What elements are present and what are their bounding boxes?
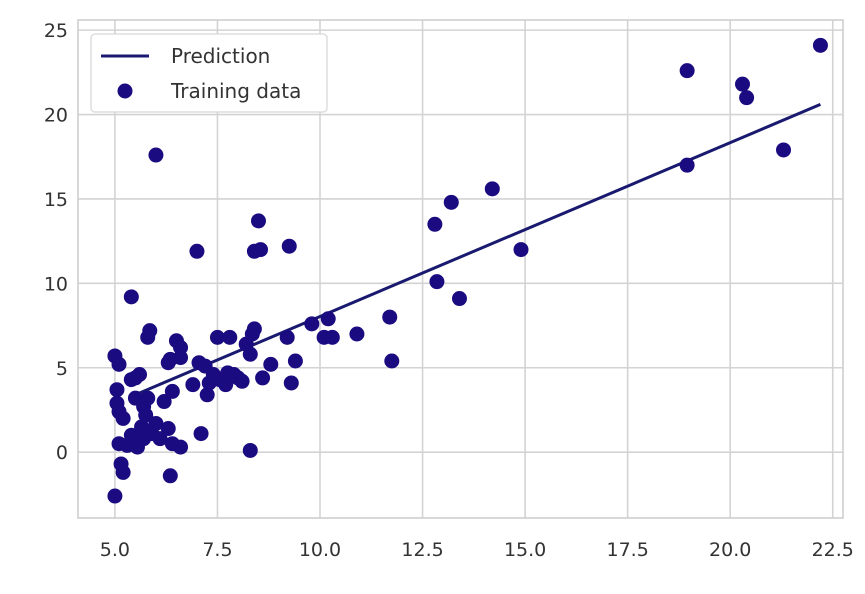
training-point-79	[429, 274, 445, 290]
training-point-35	[162, 468, 178, 484]
y-tick-label-4: 20	[44, 105, 68, 127]
training-point-42	[189, 243, 205, 259]
training-point-75	[349, 326, 365, 342]
prediction-line-layer	[130, 103, 822, 398]
training-point-27	[148, 147, 164, 163]
training-point-58	[242, 346, 258, 362]
training-point-2	[109, 382, 125, 398]
training-points-layer	[107, 37, 828, 504]
training-point-28	[148, 415, 164, 431]
training-point-80	[443, 194, 459, 210]
training-point-81	[451, 291, 467, 307]
training-point-77	[384, 353, 400, 369]
training-point-64	[253, 242, 269, 258]
y-tick-label-2: 10	[44, 273, 68, 295]
x-tick-label-3: 12.5	[401, 539, 443, 561]
training-point-65	[255, 370, 271, 386]
training-point-82	[484, 181, 500, 197]
legend-training-label: Training data	[170, 79, 301, 103]
y-tick-label-3: 15	[44, 189, 68, 211]
legend-training-swatch	[117, 83, 133, 99]
training-point-56	[234, 373, 250, 389]
x-tick-label-7: 22.5	[812, 539, 854, 561]
plot-border	[77, 19, 844, 519]
training-point-39	[173, 350, 189, 366]
training-point-60	[246, 321, 262, 337]
training-point-89	[812, 37, 828, 53]
training-point-66	[263, 356, 279, 372]
training-point-29	[152, 431, 168, 447]
training-point-63	[250, 213, 266, 229]
training-point-15	[132, 367, 148, 383]
training-point-67	[279, 329, 295, 345]
training-point-83	[513, 242, 529, 258]
training-point-22	[140, 390, 156, 406]
training-point-33	[160, 421, 176, 437]
training-point-53	[222, 329, 238, 345]
training-point-69	[283, 375, 299, 391]
training-point-13	[123, 289, 139, 305]
training-point-73	[320, 311, 336, 327]
training-point-85	[679, 157, 695, 173]
training-point-26	[140, 329, 156, 345]
training-point-9	[115, 464, 131, 480]
y-tick-label-5: 25	[44, 20, 68, 42]
x-tick-label-4: 15.0	[504, 539, 546, 561]
training-point-87	[739, 90, 755, 106]
x-tick-label-2: 10.0	[299, 539, 341, 561]
training-point-84	[679, 63, 695, 79]
training-point-41	[185, 377, 201, 393]
training-point-5	[107, 488, 123, 504]
training-point-44	[193, 426, 209, 442]
training-point-68	[281, 238, 297, 254]
tick-labels: 5.0 7.5 10.0 12.5 15.0 17.5 20.0 22.5 0 5 10 15 20 25	[44, 20, 854, 561]
legend: Prediction Training data	[90, 33, 328, 113]
x-tick-label-1: 7.5	[202, 539, 232, 561]
training-point-46	[199, 387, 215, 403]
training-point-40	[173, 439, 189, 455]
training-point-6	[115, 410, 131, 426]
y-tick-label-0: 0	[56, 442, 68, 464]
legend-box	[90, 33, 328, 113]
y-tick-label-1: 5	[56, 358, 68, 380]
x-tick-label-5: 17.5	[606, 539, 648, 561]
training-point-74	[324, 329, 340, 345]
training-point-49	[209, 329, 225, 345]
training-point-36	[164, 383, 180, 399]
axes-frame	[77, 19, 844, 519]
training-point-70	[287, 353, 303, 369]
training-point-78	[427, 216, 443, 232]
training-point-86	[735, 76, 751, 92]
training-point-1	[111, 356, 127, 372]
training-point-51	[218, 377, 234, 393]
legend-prediction-label: Prediction	[171, 44, 270, 68]
x-tick-label-0: 5.0	[100, 539, 130, 561]
training-point-88	[776, 142, 792, 158]
grid	[78, 20, 843, 518]
training-point-76	[382, 309, 398, 325]
training-point-30	[156, 394, 172, 410]
prediction-line	[130, 103, 822, 398]
training-point-61	[242, 442, 258, 458]
training-point-71	[304, 316, 320, 332]
x-tick-label-6: 20.0	[709, 539, 751, 561]
training-point-21	[138, 407, 154, 423]
